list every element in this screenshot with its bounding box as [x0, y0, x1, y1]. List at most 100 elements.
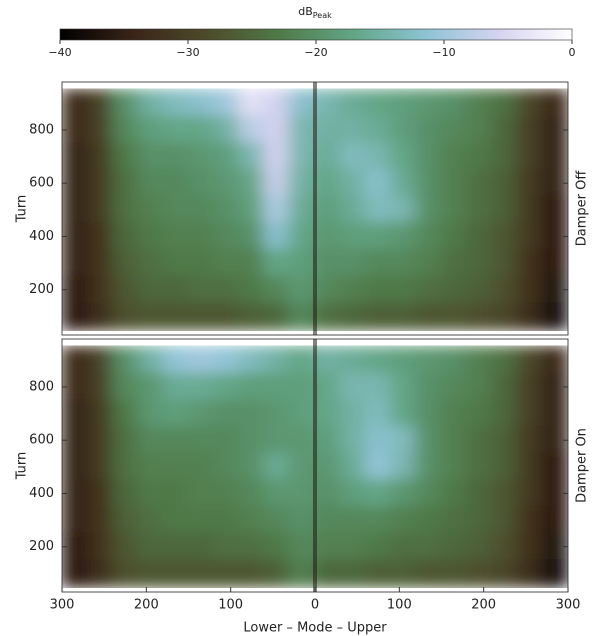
heatmap-cell — [62, 505, 89, 535]
heatmap-cells — [62, 345, 568, 588]
heatmap-cell — [364, 195, 392, 225]
heatmap-cell — [314, 195, 342, 225]
heatmap-cell — [541, 248, 568, 278]
heatmap-cell — [187, 302, 215, 331]
heatmap-cell — [212, 115, 241, 145]
heatmap-cell — [339, 345, 367, 375]
heatmap-cell — [516, 142, 544, 171]
heatmap-cell — [516, 115, 544, 145]
heatmap-cell — [136, 372, 165, 402]
heatmap-cell — [440, 248, 468, 278]
heatmap-cell — [389, 195, 418, 225]
heatmap-cell — [440, 222, 468, 251]
heatmap-cell — [491, 532, 519, 562]
heatmap-cell — [212, 222, 241, 251]
y-tick-label: 200 — [29, 539, 54, 554]
heatmap-cell — [541, 195, 568, 225]
heatmap-cell — [288, 88, 316, 118]
heatmap-cell — [491, 425, 519, 455]
heatmap-cell — [491, 302, 519, 331]
heatmap-cell — [440, 302, 468, 331]
heatmap-cell — [415, 372, 443, 402]
heatmap-cell — [136, 142, 165, 171]
heatmap-cell — [491, 168, 519, 198]
heatmap-cell — [238, 222, 266, 251]
heatmap-cell — [516, 222, 544, 251]
heatmap-cell — [111, 505, 139, 535]
heatmap-cell — [187, 88, 215, 118]
heatmap-cell — [162, 372, 190, 402]
heatmap-cell — [238, 505, 266, 535]
heatmap-cell — [314, 452, 342, 482]
heatmap-cell — [212, 248, 241, 278]
heatmap-cell — [111, 345, 139, 375]
heatmap-cell — [86, 399, 114, 428]
heatmap-cell — [389, 88, 418, 118]
heatmap-cell — [136, 248, 165, 278]
heatmap-cell — [440, 372, 468, 402]
heatmap-cell — [288, 372, 316, 402]
heatmap-cell — [440, 168, 468, 198]
x-tick-label: 300 — [50, 598, 75, 613]
heatmap-cell — [187, 559, 215, 588]
heatmap-cell — [465, 399, 494, 428]
heatmap-cell — [288, 302, 316, 331]
heatmap-cell — [516, 479, 544, 508]
heatmap-cell — [440, 195, 468, 225]
heatmap-cell — [314, 115, 342, 145]
heatmap-cell — [238, 142, 266, 171]
heatmap-cell — [465, 222, 494, 251]
heatmap-cell — [440, 88, 468, 118]
heatmap-cell — [389, 505, 418, 535]
heatmap-cell — [491, 248, 519, 278]
x-axis-label: Lower – Mode – Upper — [243, 621, 387, 636]
heatmap-cell — [263, 532, 291, 562]
heatmap-cell — [212, 505, 241, 535]
heatmap-cell — [162, 195, 190, 225]
heatmap-cell — [288, 168, 316, 198]
heatmap-cell — [212, 168, 241, 198]
heatmap-cell — [263, 275, 291, 305]
heatmap-cell — [162, 345, 190, 375]
heatmap-cell — [86, 452, 114, 482]
y-axis-label: Turn — [15, 452, 30, 481]
heatmap-cell — [415, 559, 443, 588]
heatmap-cell — [136, 302, 165, 331]
heatmap-cell — [162, 399, 190, 428]
heatmap-cell — [62, 142, 89, 171]
heatmap-cell — [314, 275, 342, 305]
heatmap-cell — [187, 452, 215, 482]
heatmap-cell — [465, 275, 494, 305]
heatmap-cell — [162, 142, 190, 171]
x-tick-label: 0 — [311, 598, 319, 613]
heatmap-cell — [86, 559, 114, 588]
heatmap-cell — [263, 345, 291, 375]
heatmap-cell — [440, 452, 468, 482]
heatmap-cell — [86, 115, 114, 145]
heatmap-cell — [238, 88, 266, 118]
heatmap-cell — [212, 399, 241, 428]
heatmap-cell — [86, 275, 114, 305]
heatmap-cell — [314, 302, 342, 331]
heatmap-cell — [136, 452, 165, 482]
heatmap-cell — [491, 559, 519, 588]
heatmap-cell — [364, 88, 392, 118]
heatmap-cell — [339, 479, 367, 508]
heatmap-cell — [389, 168, 418, 198]
heatmap-cell — [415, 115, 443, 145]
colorbar-tick-label: 0 — [569, 46, 576, 59]
heatmap-cell — [263, 115, 291, 145]
heatmap-cell — [136, 425, 165, 455]
heatmap-cell — [440, 345, 468, 375]
heatmap-cell — [263, 425, 291, 455]
heatmap-cell — [162, 532, 190, 562]
heatmap-cell — [162, 275, 190, 305]
heatmap-cell — [111, 425, 139, 455]
heatmap-cell — [465, 248, 494, 278]
heatmap-cell — [162, 115, 190, 145]
heatmap-cell — [516, 452, 544, 482]
panel-label: Damper On — [575, 428, 590, 503]
heatmap-cell — [263, 195, 291, 225]
heatmap-cell — [364, 142, 392, 171]
heatmap-cell — [238, 372, 266, 402]
